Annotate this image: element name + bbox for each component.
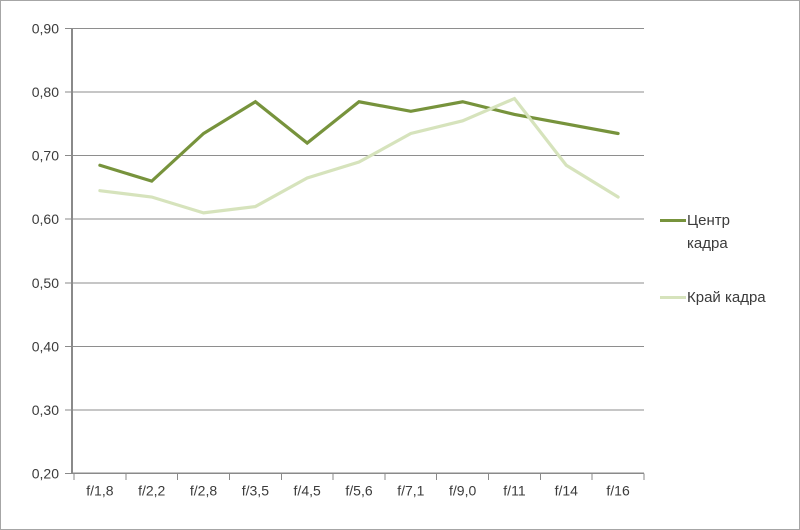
x-tick-label: f/2,8	[190, 482, 217, 498]
x-tick-label: f/2,2	[138, 482, 165, 498]
y-tick-label: 0,40	[32, 338, 59, 354]
x-tick-label: f/5,6	[345, 482, 372, 498]
series-line-edge	[98, 96, 620, 215]
x-tick-label: f/9,0	[449, 482, 476, 498]
x-tick-label: f/14	[555, 482, 579, 498]
legend-item-edge-frame: Край кадра	[660, 286, 785, 309]
x-tick-label: f/1,8	[86, 482, 113, 498]
legend-line-icon-center	[660, 219, 686, 223]
legend-label-center: Центр кадра	[687, 212, 730, 252]
y-tick-label: 0,30	[32, 402, 59, 418]
x-tick-label: f/11	[503, 482, 526, 498]
y-tick-label: 0,70	[32, 148, 59, 164]
y-tick-label: 0,90	[32, 21, 59, 37]
x-tick-label: f/7,1	[397, 482, 424, 498]
series-line-center	[98, 99, 620, 183]
y-tick-label: 0,80	[32, 84, 59, 100]
x-tick-label: f/16	[606, 482, 630, 498]
y-tick-label: 0,20	[32, 465, 59, 481]
chart-legend: Центр кадра Край кадра	[660, 209, 785, 309]
x-tick-label: f/3,5	[242, 482, 269, 498]
legend-item-center-frame: Центр кадра	[660, 209, 785, 255]
legend-line-icon-edge	[660, 296, 686, 300]
legend-label-edge: Край кадра	[687, 289, 766, 306]
y-tick-label: 0,60	[32, 211, 59, 227]
x-tick-label: f/4,5	[294, 482, 321, 498]
y-tick-label: 0,50	[32, 275, 59, 291]
